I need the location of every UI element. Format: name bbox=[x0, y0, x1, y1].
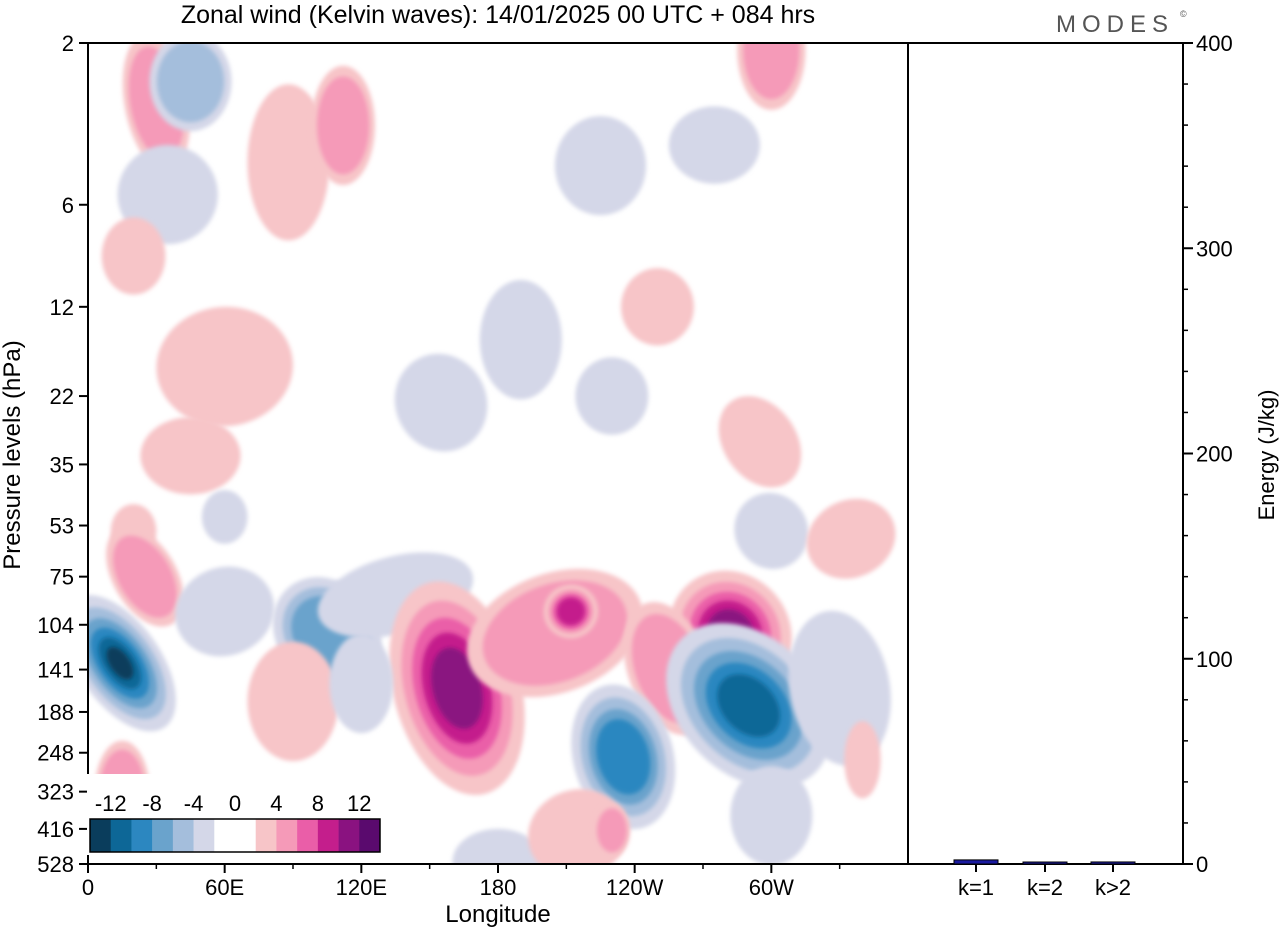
colorbar-swatch bbox=[152, 819, 174, 852]
wind-contour-westerly bbox=[621, 268, 694, 346]
wind-contour-westerly bbox=[247, 641, 339, 762]
colorbar-swatch bbox=[276, 819, 298, 852]
wind-contour-easterly bbox=[554, 116, 647, 216]
wind-contour-westerly bbox=[431, 647, 483, 729]
longitude-tick-label: 120W bbox=[606, 875, 664, 900]
colorbar-swatch bbox=[297, 819, 319, 852]
energy-axis-label: Energy (J/kg) bbox=[1254, 390, 1279, 521]
energy-tick-label: 200 bbox=[1196, 442, 1233, 467]
energy-tick-label: 100 bbox=[1196, 647, 1233, 672]
colorbar-label: -4 bbox=[184, 791, 204, 816]
colorbar-label: 8 bbox=[312, 791, 324, 816]
longitude-axis: 0 60E 120E 180 120W 60W bbox=[82, 864, 841, 900]
colorbar-swatch bbox=[90, 819, 112, 852]
pressure-tick-label: 248 bbox=[37, 741, 74, 766]
colorbar-label: -8 bbox=[142, 791, 162, 816]
colorbar-swatch bbox=[214, 819, 236, 852]
longitude-tick-label: 60W bbox=[749, 875, 794, 900]
energy-category-label: k=2 bbox=[1027, 875, 1063, 900]
wind-contour-westerly bbox=[156, 306, 293, 427]
pressure-tick-label: 12 bbox=[50, 295, 74, 320]
colorbar-swatch bbox=[255, 819, 277, 852]
energy-tick-label: 0 bbox=[1196, 852, 1208, 877]
wind-contour-westerly bbox=[596, 808, 627, 853]
pressure-axis: 2 6 12 22 35 53 75 104 141 188 248 323 416 528 bbox=[37, 31, 88, 877]
colorbar-swatch bbox=[317, 819, 339, 852]
chart-title: Zonal wind (Kelvin waves): 14/01/2025 00… bbox=[181, 1, 815, 29]
energy-panel-frame bbox=[907, 42, 1184, 865]
wind-contour-easterly bbox=[156, 43, 225, 123]
pressure-tick-label: 188 bbox=[37, 700, 74, 725]
energy-bar bbox=[1022, 861, 1068, 865]
colorbar-swatch bbox=[235, 819, 257, 852]
energy-tick-label: 300 bbox=[1196, 236, 1233, 261]
x-axis-label: Longitude bbox=[445, 901, 550, 928]
wind-contour-field bbox=[88, 43, 896, 864]
energy-category-label: k>2 bbox=[1095, 875, 1131, 900]
wind-contour-westerly bbox=[844, 721, 881, 799]
wind-contour-westerly bbox=[806, 498, 896, 579]
wind-contour-easterly bbox=[575, 357, 649, 435]
wind-contour-easterly bbox=[329, 633, 394, 734]
pressure-tick-label: 104 bbox=[37, 613, 74, 638]
wind-contour-westerly bbox=[113, 535, 177, 618]
wind-contour-easterly bbox=[175, 566, 275, 657]
colorbar-label: 0 bbox=[229, 791, 241, 816]
logo-registered-mark: © bbox=[1180, 9, 1187, 19]
energy-bars: k=1 k=2 k>2 bbox=[953, 859, 1136, 900]
pressure-tick-label: 323 bbox=[37, 780, 74, 805]
energy-category-label: k=1 bbox=[958, 875, 994, 900]
wind-contour-westerly bbox=[718, 396, 802, 488]
pressure-tick-label: 22 bbox=[50, 384, 74, 409]
longitude-tick-label: 120E bbox=[336, 875, 387, 900]
pressure-tick-label: 75 bbox=[50, 565, 74, 590]
energy-axis: 0 100 200 300 400 bbox=[1183, 31, 1233, 877]
energy-tick-label: 400 bbox=[1196, 31, 1233, 56]
wind-contour-easterly bbox=[452, 828, 544, 864]
energy-bar bbox=[953, 859, 999, 865]
wind-contour-easterly bbox=[106, 646, 134, 680]
colorbar-label: 12 bbox=[347, 791, 371, 816]
wind-contour-westerly bbox=[743, 43, 800, 100]
pressure-tick-label: 2 bbox=[62, 31, 74, 56]
wind-contour-easterly bbox=[734, 492, 809, 570]
wind-contour-easterly bbox=[668, 106, 760, 184]
wind-contour-westerly bbox=[556, 597, 586, 626]
pressure-tick-label: 141 bbox=[37, 658, 74, 683]
longitude-tick-label: 60E bbox=[205, 875, 244, 900]
longitude-tick-label: 0 bbox=[82, 875, 94, 900]
colorbar-frame bbox=[89, 818, 381, 853]
pressure-tick-label: 6 bbox=[62, 193, 74, 218]
energy-bar bbox=[1090, 861, 1136, 865]
modes-logo: MODES bbox=[1056, 11, 1174, 38]
wind-contour-westerly bbox=[140, 417, 241, 495]
pressure-tick-label: 53 bbox=[50, 514, 74, 539]
colorbar: -12 -8 -4 0 4 8 12 bbox=[87, 774, 383, 855]
wind-contour-easterly bbox=[717, 674, 780, 737]
wind-contour-easterly bbox=[201, 490, 248, 544]
wind-contour-easterly bbox=[479, 279, 562, 400]
wind-contour-easterly bbox=[394, 353, 488, 452]
wind-contour-westerly bbox=[247, 84, 330, 241]
colorbar-label: 4 bbox=[270, 791, 282, 816]
colorbar-label: -12 bbox=[95, 791, 127, 816]
wind-contour-easterly bbox=[596, 719, 651, 795]
colorbar-swatch bbox=[193, 819, 215, 852]
colorbar-swatch bbox=[338, 819, 360, 852]
wind-contour-easterly bbox=[730, 766, 813, 864]
colorbar-swatch bbox=[172, 819, 194, 852]
heatmap-plot-area bbox=[88, 43, 908, 864]
wind-contour-westerly bbox=[316, 76, 370, 175]
y-axis-label: Pressure levels (hPa) bbox=[0, 340, 26, 569]
wind-contour-westerly bbox=[101, 217, 166, 295]
pressure-tick-label: 528 bbox=[37, 852, 74, 877]
pressure-tick-label: 416 bbox=[37, 817, 74, 842]
colorbar-swatch bbox=[359, 819, 381, 852]
colorbar-swatch bbox=[110, 819, 132, 852]
longitude-tick-label: 180 bbox=[480, 875, 517, 900]
pressure-tick-label: 35 bbox=[50, 452, 74, 477]
colorbar-swatch bbox=[131, 819, 153, 852]
